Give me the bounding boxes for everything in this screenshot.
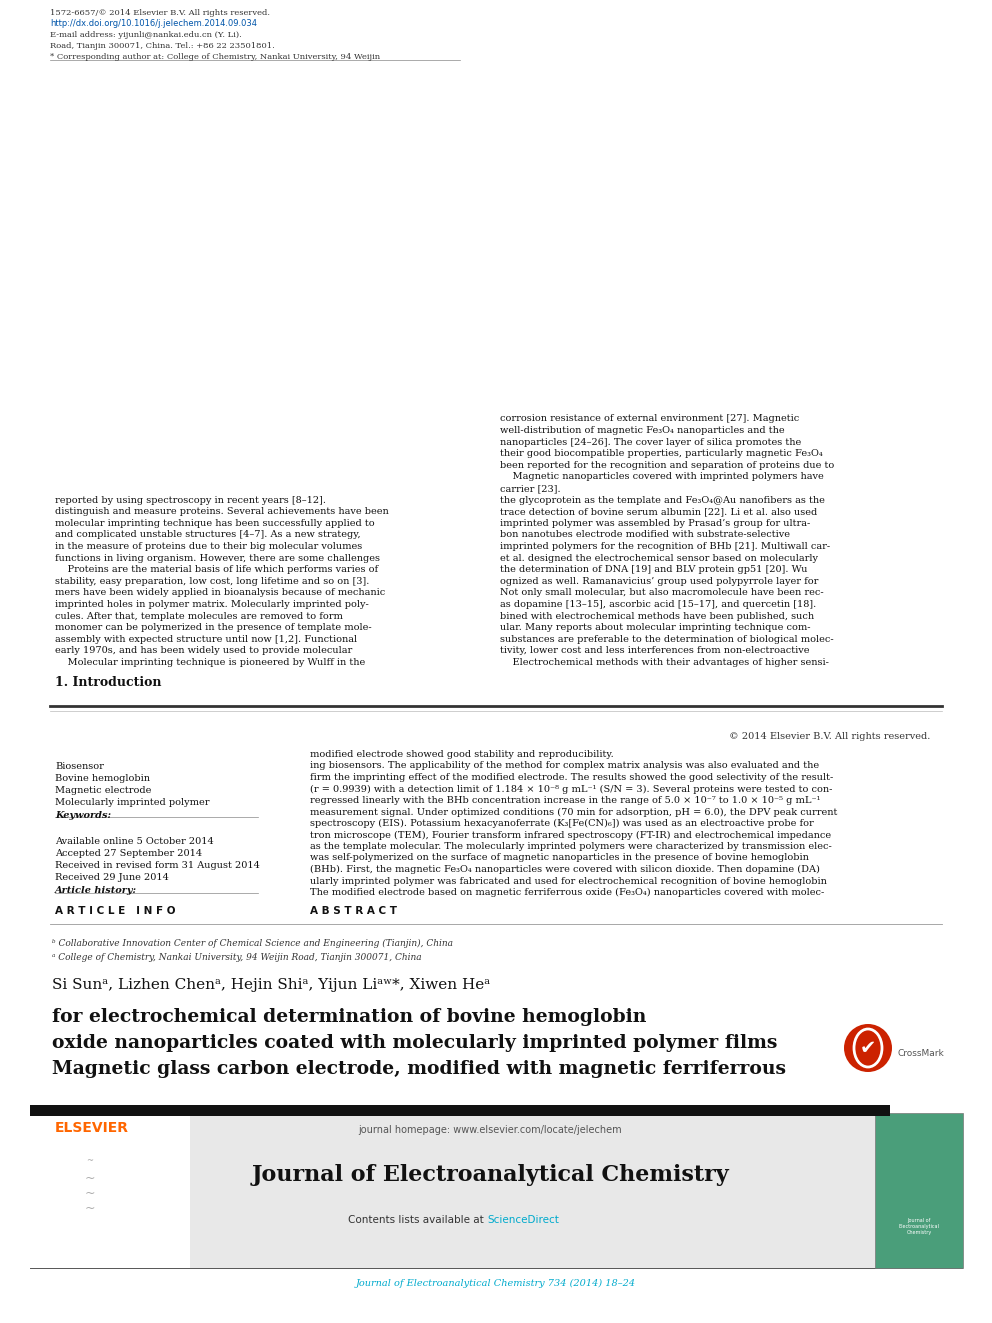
Text: Road, Tianjin 300071, China. Tel.: +86 22 23501801.: Road, Tianjin 300071, China. Tel.: +86 2… [50, 42, 275, 50]
Text: Journal of Electroanalytical Chemistry: Journal of Electroanalytical Chemistry [251, 1164, 729, 1185]
Text: Magnetic glass carbon electrode, modified with magnetic ferriferrous: Magnetic glass carbon electrode, modifie… [52, 1060, 786, 1078]
Text: bined with electrochemical methods have been published, such: bined with electrochemical methods have … [500, 611, 814, 620]
Text: as the template molecular. The molecularly imprinted polymers were characterized: as the template molecular. The molecular… [310, 841, 831, 851]
Text: Received 29 June 2014: Received 29 June 2014 [55, 873, 169, 882]
Text: The modified electrode based on magnetic ferriferrous oxide (Fe₃O₄) nanoparticle: The modified electrode based on magnetic… [310, 888, 824, 897]
Text: et al. designed the electrochemical sensor based on molecularly: et al. designed the electrochemical sens… [500, 553, 818, 562]
Text: carrier [23].: carrier [23]. [500, 484, 560, 493]
Text: ular. Many reports about molecular imprinting technique com-: ular. Many reports about molecular impri… [500, 623, 810, 632]
Text: oxide nanoparticles coated with molecularly imprinted polymer films: oxide nanoparticles coated with molecula… [52, 1035, 778, 1052]
Text: firm the imprinting effect of the modified electrode. The results showed the goo: firm the imprinting effect of the modifi… [310, 773, 833, 782]
Text: tron microscope (TEM), Fourier transform infrared spectroscopy (FT-IR) and elect: tron microscope (TEM), Fourier transform… [310, 831, 831, 840]
Text: their good biocompatible properties, particularly magnetic Fe₃O₄: their good biocompatible properties, par… [500, 450, 822, 458]
Text: molecular imprinting technique has been successfully applied to: molecular imprinting technique has been … [55, 519, 375, 528]
Text: CrossMark: CrossMark [898, 1049, 944, 1057]
Text: Received in revised form 31 August 2014: Received in revised form 31 August 2014 [55, 861, 260, 871]
Text: (BHb). First, the magnetic Fe₃O₄ nanoparticles were covered with silicon dioxide: (BHb). First, the magnetic Fe₃O₄ nanopar… [310, 865, 819, 875]
Text: the glycoprotein as the template and Fe₃O₄@Au nanofibers as the: the glycoprotein as the template and Fe₃… [500, 496, 825, 504]
Text: © 2014 Elsevier B.V. All rights reserved.: © 2014 Elsevier B.V. All rights reserved… [729, 732, 930, 741]
Text: Not only small molecular, but also macromolecule have been rec-: Not only small molecular, but also macro… [500, 589, 823, 598]
Text: as dopamine [13–15], ascorbic acid [15–17], and quercetin [18].: as dopamine [13–15], ascorbic acid [15–1… [500, 601, 816, 609]
Text: A B S T R A C T: A B S T R A C T [310, 906, 397, 916]
Text: * Corresponding author at: College of Chemistry, Nankai University, 94 Weijin: * Corresponding author at: College of Ch… [50, 53, 380, 61]
Text: and complicated unstable structures [4–7]. As a new strategy,: and complicated unstable structures [4–7… [55, 531, 361, 540]
Text: tivity, lower cost and less interferences from non-electroactive: tivity, lower cost and less interference… [500, 647, 809, 655]
Text: trace detection of bovine serum albumin [22]. Li et al. also used: trace detection of bovine serum albumin … [500, 507, 817, 516]
Text: been reported for the recognition and separation of proteins due to: been reported for the recognition and se… [500, 460, 834, 470]
Text: Journal of Electroanalytical Chemistry 734 (2014) 18–24: Journal of Electroanalytical Chemistry 7… [356, 1278, 636, 1287]
Text: ~: ~ [86, 1156, 93, 1166]
Text: in the measure of proteins due to their big molecular volumes: in the measure of proteins due to their … [55, 542, 362, 550]
Text: 1572-6657/© 2014 Elsevier B.V. All rights reserved.: 1572-6657/© 2014 Elsevier B.V. All right… [50, 9, 270, 17]
Text: ᵇ Collaborative Innovation Center of Chemical Science and Engineering (Tianjin),: ᵇ Collaborative Innovation Center of Che… [52, 939, 453, 949]
Text: ognized as well. Ramanavicius’ group used polypyrrole layer for: ognized as well. Ramanavicius’ group use… [500, 577, 818, 586]
Text: Electrochemical methods with their advantages of higher sensi-: Electrochemical methods with their advan… [500, 658, 829, 667]
Text: ing biosensors. The applicability of the method for complex matrix analysis was : ing biosensors. The applicability of the… [310, 762, 819, 770]
Text: (r = 0.9939) with a detection limit of 1.184 × 10⁻⁸ g mL⁻¹ (S/N = 3). Several pr: (r = 0.9939) with a detection limit of 1… [310, 785, 832, 794]
Ellipse shape [854, 1029, 882, 1068]
Text: http://dx.doi.org/10.1016/j.jelechem.2014.09.034: http://dx.doi.org/10.1016/j.jelechem.201… [50, 19, 257, 28]
Text: journal homepage: www.elsevier.com/locate/jelechem: journal homepage: www.elsevier.com/locat… [358, 1125, 622, 1135]
Text: Molecular imprinting technique is pioneered by Wulff in the: Molecular imprinting technique is pionee… [55, 658, 365, 667]
Text: for electrochemical determination of bovine hemoglobin: for electrochemical determination of bov… [52, 1008, 647, 1027]
Text: ularly imprinted polymer was fabricated and used for electrochemical recognition: ularly imprinted polymer was fabricated … [310, 877, 827, 885]
Text: ~
~
~: ~ ~ ~ [84, 1171, 95, 1215]
Text: ✔: ✔ [860, 1039, 876, 1057]
Text: imprinted holes in polymer matrix. Molecularly imprinted poly-: imprinted holes in polymer matrix. Molec… [55, 601, 369, 609]
Bar [30, 1113, 890, 1267]
Text: 1. Introduction: 1. Introduction [55, 676, 162, 689]
Text: ScienceDirect: ScienceDirect [487, 1215, 558, 1225]
Text: Article history:: Article history: [55, 886, 137, 894]
Text: cules. After that, template molecules are removed to form: cules. After that, template molecules ar… [55, 611, 343, 620]
Text: Magnetic electrode: Magnetic electrode [55, 786, 152, 795]
Text: well-distribution of magnetic Fe₃O₄ nanoparticles and the: well-distribution of magnetic Fe₃O₄ nano… [500, 426, 785, 435]
Text: reported by using spectroscopy in recent years [8–12].: reported by using spectroscopy in recent… [55, 496, 326, 504]
Text: nanoparticles [24–26]. The cover layer of silica promotes the: nanoparticles [24–26]. The cover layer o… [500, 438, 802, 447]
Text: Available online 5 October 2014: Available online 5 October 2014 [55, 837, 213, 845]
Text: Biosensor: Biosensor [55, 762, 104, 771]
Text: imprinted polymers for the recognition of BHb [21]. Multiwall car-: imprinted polymers for the recognition o… [500, 542, 830, 550]
Text: mers have been widely applied in bioanalysis because of mechanic: mers have been widely applied in bioanal… [55, 589, 385, 598]
Text: Contents lists available at: Contents lists available at [348, 1215, 487, 1225]
Text: imprinted polymer was assembled by Prasad’s group for ultra-: imprinted polymer was assembled by Prasa… [500, 519, 810, 528]
Text: E-mail address: yijunli@nankai.edu.cn (Y. Li).: E-mail address: yijunli@nankai.edu.cn (Y… [50, 30, 242, 38]
Text: ELSEVIER: ELSEVIER [55, 1121, 129, 1135]
Bar [30, 1105, 890, 1117]
Text: regressed linearly with the BHb concentration increase in the range of 5.0 × 10⁻: regressed linearly with the BHb concentr… [310, 796, 820, 804]
Text: modified electrode showed good stability and reproducibility.: modified electrode showed good stability… [310, 750, 614, 759]
Text: ᵃ College of Chemistry, Nankai University, 94 Weijin Road, Tianjin 300071, China: ᵃ College of Chemistry, Nankai Universit… [52, 953, 422, 962]
Text: monomer can be polymerized in the presence of template mole-: monomer can be polymerized in the presen… [55, 623, 372, 632]
Text: stability, easy preparation, low cost, long lifetime and so on [3].: stability, easy preparation, low cost, l… [55, 577, 369, 586]
Text: measurement signal. Under optimized conditions (70 min for adsorption, pH = 6.0): measurement signal. Under optimized cond… [310, 807, 837, 816]
Text: Journal of
Electroanalytical
Chemistry: Journal of Electroanalytical Chemistry [899, 1218, 939, 1234]
Text: Proteins are the material basis of life which performs varies of: Proteins are the material basis of life … [55, 565, 378, 574]
Text: distinguish and measure proteins. Several achievements have been: distinguish and measure proteins. Severa… [55, 507, 389, 516]
Text: assembly with expected structure until now [1,2]. Functional: assembly with expected structure until n… [55, 635, 357, 644]
Text: Bovine hemoglobin: Bovine hemoglobin [55, 774, 150, 783]
Text: Keywords:: Keywords: [55, 811, 111, 820]
Circle shape [844, 1024, 892, 1072]
Text: Si Sunᵃ, Lizhen Chenᵃ, Hejin Shiᵃ, Yijun Liᵃʷ*, Xiwen Heᵃ: Si Sunᵃ, Lizhen Chenᵃ, Hejin Shiᵃ, Yijun… [52, 978, 490, 992]
Text: spectroscopy (EIS). Potassium hexacyanoferrate (K₃[Fe(CN)₆]) was used as an elec: spectroscopy (EIS). Potassium hexacyanof… [310, 819, 813, 828]
Bar [30, 1113, 190, 1267]
Text: A R T I C L E   I N F O: A R T I C L E I N F O [55, 906, 176, 916]
Text: corrosion resistance of external environment [27]. Magnetic: corrosion resistance of external environ… [500, 414, 800, 423]
Text: bon nanotubes electrode modified with substrate-selective: bon nanotubes electrode modified with su… [500, 531, 790, 540]
Text: substances are preferable to the determination of biological molec-: substances are preferable to the determi… [500, 635, 833, 644]
Text: Molecularly imprinted polymer: Molecularly imprinted polymer [55, 798, 209, 807]
Text: Accepted 27 September 2014: Accepted 27 September 2014 [55, 849, 202, 859]
Text: early 1970s, and has been widely used to provide molecular: early 1970s, and has been widely used to… [55, 647, 352, 655]
Bar [875, 1113, 963, 1267]
Text: Magnetic nanoparticles covered with imprinted polymers have: Magnetic nanoparticles covered with impr… [500, 472, 823, 482]
Text: the determination of DNA [19] and BLV protein gp51 [20]. Wu: the determination of DNA [19] and BLV pr… [500, 565, 807, 574]
Text: functions in living organism. However, there are some challenges: functions in living organism. However, t… [55, 553, 380, 562]
Text: was self-polymerized on the surface of magnetic nanoparticles in the presence of: was self-polymerized on the surface of m… [310, 853, 808, 863]
